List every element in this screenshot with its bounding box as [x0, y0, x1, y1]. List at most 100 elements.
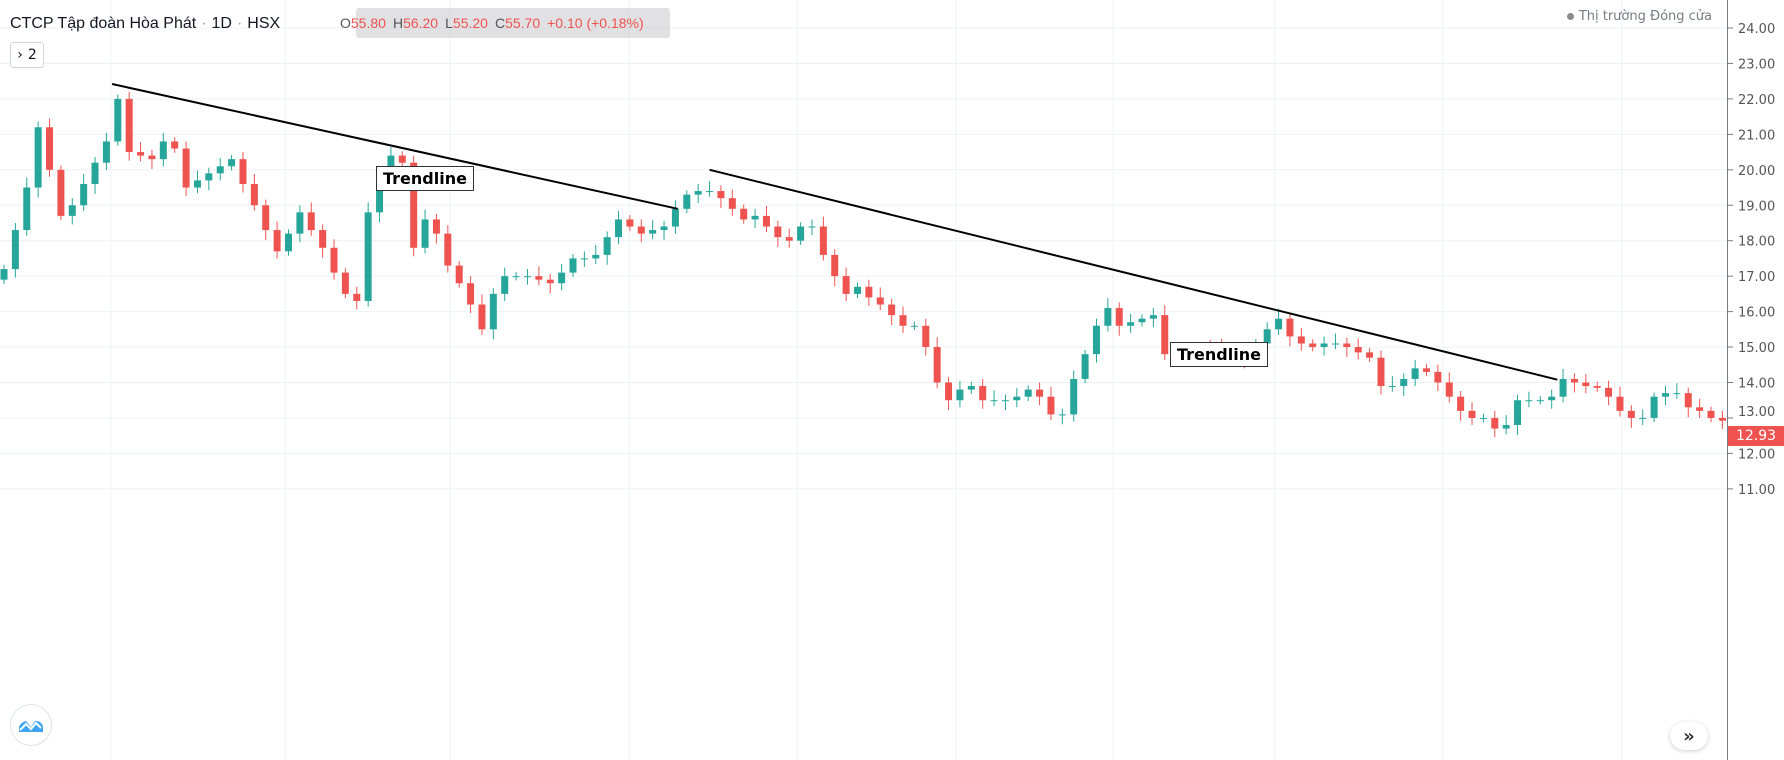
- candle: [1058, 408, 1066, 425]
- candle-body: [933, 347, 941, 383]
- tradingview-logo[interactable]: [10, 704, 52, 746]
- candle: [193, 170, 201, 194]
- candle: [1024, 385, 1032, 401]
- candle-body: [637, 226, 645, 234]
- candle-body: [1092, 325, 1100, 355]
- candle-body: [1525, 400, 1533, 402]
- candle-body: [546, 279, 554, 284]
- candle: [1423, 364, 1430, 377]
- candle: [728, 189, 736, 216]
- candle: [580, 251, 588, 267]
- candle-body: [330, 247, 338, 273]
- candle-body: [580, 258, 588, 260]
- candle-body: [945, 382, 953, 401]
- trendline-label-2[interactable]: Trendline: [1170, 342, 1268, 367]
- candle: [91, 157, 99, 194]
- candle-body: [1423, 368, 1430, 372]
- candle: [797, 222, 805, 245]
- candle-body: [910, 325, 918, 327]
- candle: [273, 221, 281, 259]
- candle-body: [535, 276, 543, 280]
- trendline-1[interactable]: [111, 83, 678, 210]
- candle: [899, 306, 907, 333]
- candle: [148, 149, 156, 170]
- candle-body: [854, 286, 861, 294]
- candle-body: [671, 208, 679, 227]
- candle-body: [899, 315, 907, 326]
- candle-body: [432, 219, 440, 234]
- candle: [205, 167, 213, 191]
- candle-body: [819, 226, 827, 255]
- candle: [1320, 336, 1328, 356]
- candle-body: [1001, 400, 1009, 402]
- candle: [1627, 405, 1635, 428]
- candle: [649, 220, 657, 240]
- candle: [1696, 398, 1704, 418]
- candle-body: [615, 219, 623, 238]
- candle: [1138, 314, 1146, 327]
- candle-body: [307, 212, 315, 231]
- candle: [615, 210, 623, 245]
- low-label: L: [445, 15, 453, 31]
- candle: [1673, 383, 1681, 399]
- price-axis[interactable]: 24.00 23.00 22.00 21.00 20.00 19.00 18.00 17.00…: [1727, 22, 1775, 498]
- candle: [592, 244, 600, 265]
- candle-body: [285, 233, 292, 252]
- symbol-name[interactable]: CTCP Tập đoàn Hòa Phát: [10, 15, 197, 32]
- candle-body: [34, 127, 42, 188]
- candle: [671, 200, 679, 234]
- candle-body: [831, 254, 839, 277]
- candle: [80, 174, 88, 211]
- market-status-text: Thị trường Đóng cửa: [1578, 9, 1712, 24]
- candle: [307, 202, 315, 236]
- candle: [888, 298, 896, 326]
- candle-body: [376, 173, 384, 213]
- candle-body: [706, 191, 714, 193]
- candle: [717, 185, 725, 209]
- expand-indicators-button[interactable]: › 2: [10, 42, 44, 68]
- candle: [34, 121, 42, 198]
- candle-body: [273, 230, 281, 252]
- candle-body: [159, 141, 167, 160]
- candle: [1366, 348, 1374, 362]
- scroll-to-realtime-button[interactable]: »: [1670, 722, 1708, 750]
- candle: [125, 91, 133, 161]
- candle: [1104, 298, 1112, 332]
- candle: [444, 225, 452, 273]
- candle-body: [137, 152, 145, 156]
- candle-body: [1058, 414, 1066, 416]
- candle-body: [1684, 393, 1692, 408]
- candle: [1479, 413, 1487, 423]
- y-tick-label: 14.00: [1738, 377, 1775, 392]
- candle: [1491, 410, 1499, 438]
- candle: [694, 183, 702, 204]
- candle: [171, 137, 179, 153]
- y-tick-label: 13.00: [1738, 405, 1775, 420]
- candle: [1570, 373, 1578, 393]
- trendline-label-1[interactable]: Trendline: [376, 166, 474, 191]
- candle: [1377, 350, 1385, 395]
- trendlines: [111, 83, 1727, 421]
- candle-body: [501, 276, 509, 294]
- candle-body: [660, 226, 668, 231]
- candle: [1354, 338, 1362, 360]
- candle-body: [512, 276, 520, 278]
- candle-body: [57, 169, 65, 216]
- candle-body: [1536, 400, 1544, 402]
- candle: [1536, 395, 1544, 405]
- candle-body: [319, 230, 327, 248]
- candle: [1127, 313, 1135, 333]
- interval[interactable]: 1D: [211, 15, 232, 32]
- trendline-2[interactable]: [709, 168, 1558, 381]
- candle: [353, 286, 361, 310]
- candle: [216, 157, 224, 181]
- candle-body: [410, 162, 418, 248]
- candle: [751, 208, 759, 228]
- candle-body: [46, 127, 54, 170]
- candle: [842, 267, 850, 301]
- candle: [182, 141, 190, 197]
- candle: [250, 174, 258, 211]
- candle-body: [1297, 336, 1305, 344]
- candle-body: [728, 198, 736, 209]
